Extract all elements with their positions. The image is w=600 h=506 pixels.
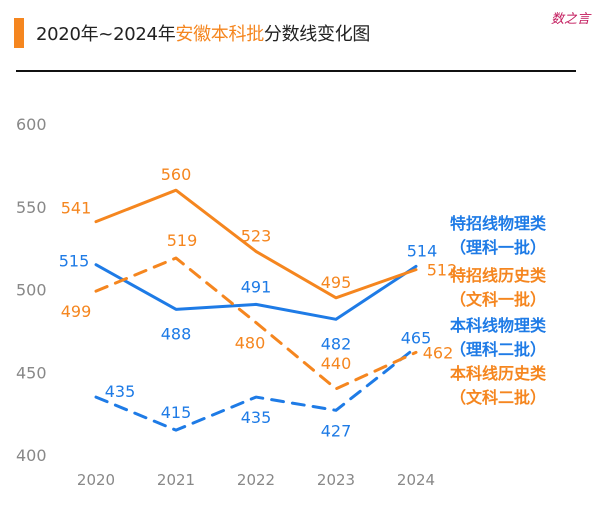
watermark-logo: 数之言	[550, 12, 590, 27]
legend-entry-physics-undergrad: 本科线物理类 （理科二批）	[450, 314, 546, 362]
y-tick-label: 400	[16, 446, 47, 465]
data-label: 541	[61, 199, 92, 218]
data-label: 488	[161, 324, 192, 343]
data-label: 495	[321, 273, 352, 292]
y-tick-label: 550	[16, 198, 47, 217]
x-tick-label: 2021	[157, 471, 195, 489]
data-label: 435	[105, 382, 136, 401]
data-label: 523	[241, 226, 272, 245]
chart-title: 2020年~2024年安徽本科批分数线变化图	[36, 20, 370, 46]
legend-label-line1: 特招线历史类	[450, 266, 547, 285]
data-label: 560	[161, 165, 192, 184]
title-prefix: 2020年~2024年	[36, 24, 176, 45]
x-tick-label: 2020	[77, 471, 115, 489]
series-line-0	[94, 263, 418, 321]
x-tick-label: 2024	[397, 471, 435, 489]
data-label: 491	[241, 277, 272, 296]
y-tick-label: 450	[16, 363, 47, 382]
data-label: 519	[167, 231, 198, 250]
data-label: 514	[407, 241, 438, 260]
x-tick-label: 2022	[237, 471, 275, 489]
data-label: 499	[61, 302, 92, 321]
title-divider	[16, 70, 576, 72]
legend-label-line2: （文科一批）	[450, 290, 547, 309]
legend-label-line1: 本科线历史类	[450, 364, 547, 383]
series-line-1	[94, 188, 418, 300]
data-label: 462	[423, 343, 454, 362]
data-label: 465	[401, 328, 432, 347]
title-accent-bar	[14, 18, 24, 48]
legend-entry-physics-special: 特招线物理类 （理科一批）	[450, 212, 546, 260]
legend-entry-history-special: 特招线历史类 （文科一批）	[450, 264, 546, 312]
legend-label-line2: （理科二批）	[450, 340, 547, 359]
data-label: 515	[59, 252, 90, 271]
data-label: 440	[321, 354, 352, 373]
title-suffix: 分数线变化图	[263, 24, 371, 45]
legend-label-line2: （理科一批）	[450, 238, 547, 257]
x-tick-label: 2023	[317, 471, 355, 489]
data-label: 427	[321, 421, 352, 440]
y-tick-label: 500	[16, 281, 47, 300]
legend-label-line1: 本科线物理类	[450, 316, 547, 335]
data-label: 482	[321, 334, 352, 353]
data-label: 480	[235, 334, 266, 353]
legend-label-line1: 特招线物理类	[450, 214, 547, 233]
series-line-3	[94, 256, 418, 391]
legend-entry-history-undergrad: 本科线历史类 （文科二批）	[450, 362, 546, 410]
y-tick-label: 600	[16, 115, 47, 134]
data-label: 435	[241, 408, 272, 427]
data-label: 415	[161, 403, 192, 422]
data-label: 512	[427, 261, 458, 280]
legend-label-line2: （文科二批）	[450, 388, 547, 407]
title-highlight: 安徽本科批	[175, 24, 264, 45]
series-line-2	[94, 345, 418, 432]
